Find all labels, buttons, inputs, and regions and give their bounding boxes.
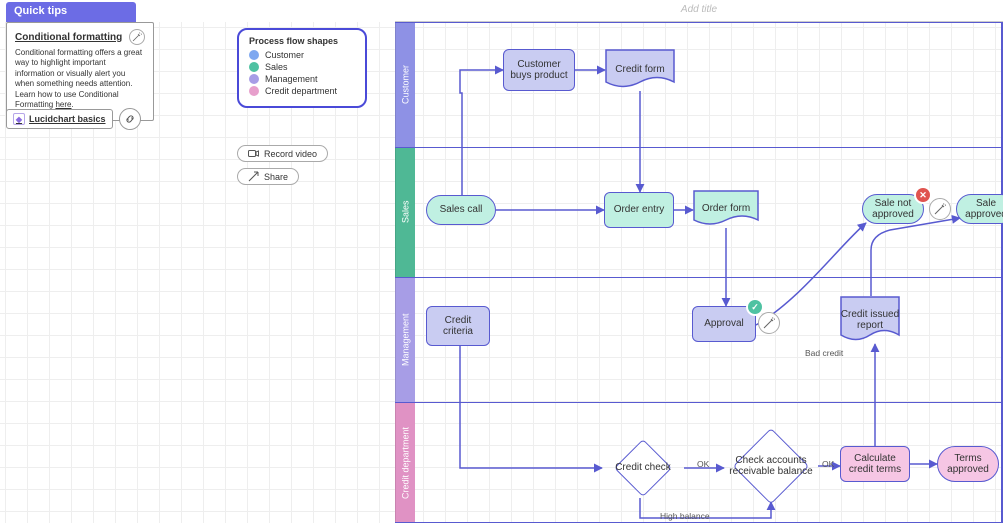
share-icon — [248, 171, 259, 182]
lane-sales[interactable]: Sales — [395, 147, 415, 277]
lane-management[interactable]: Management — [395, 277, 415, 402]
lane-customer[interactable]: Customer — [395, 22, 415, 147]
edge-label-ok: OK — [697, 459, 709, 469]
node-label: Credit check — [602, 439, 684, 497]
legend-swatch — [249, 50, 259, 60]
node-order-form[interactable]: Order form — [693, 190, 759, 228]
legend-label: Customer — [265, 50, 304, 60]
node-label: Credit form — [605, 49, 675, 91]
node-label: Credit issued report — [840, 296, 900, 344]
legend-swatch — [249, 74, 259, 84]
node-customer-buys[interactable]: Customer buys product — [503, 49, 575, 91]
quick-tips-panel: Conditional formatting Conditional forma… — [6, 22, 154, 121]
wand-icon[interactable] — [758, 312, 780, 334]
record-video-button[interactable]: Record video — [237, 145, 328, 162]
node-order-entry[interactable]: Order entry — [604, 192, 674, 228]
legend-label: Sales — [265, 62, 288, 72]
legend-row: Sales — [249, 62, 355, 72]
node-sale-not-approved[interactable]: Sale not approved — [862, 194, 924, 224]
legend-row: Customer — [249, 50, 355, 60]
node-calc-terms[interactable]: Calculate credit terms — [840, 446, 910, 482]
node-approval[interactable]: Approval — [692, 306, 756, 342]
legend-row: Management — [249, 74, 355, 84]
lucidchart-basics-chip[interactable]: ◆ Lucidchart basics — [6, 109, 113, 129]
legend-label: Management — [265, 74, 318, 84]
share-label: Share — [264, 172, 288, 182]
lane-credit[interactable]: Credit department — [395, 402, 415, 523]
swimlane-labels: Customer Sales Management Credit departm… — [395, 22, 415, 523]
wand-icon[interactable] — [929, 198, 951, 220]
edge-label-high-balance: High balance — [660, 511, 710, 521]
video-icon — [248, 148, 259, 159]
legend-title: Process flow shapes — [249, 36, 355, 46]
canvas-title-placeholder[interactable]: Add title — [395, 0, 1003, 22]
lane-separator — [395, 22, 1003, 23]
lane-separator — [395, 277, 1003, 278]
edge-label-ok: OK — [822, 459, 834, 469]
node-check-accounts[interactable]: Check accounts receivable balance — [724, 428, 818, 504]
quick-tips-header: Quick tips — [6, 2, 136, 22]
legend-row: Credit department — [249, 86, 355, 96]
link-icon[interactable] — [119, 108, 141, 130]
lucidchart-basics-label: Lucidchart basics — [29, 114, 106, 124]
quick-tips-body: Conditional formatting offers a great wa… — [15, 48, 142, 109]
node-label: Check accounts receivable balance — [724, 428, 818, 504]
node-credit-issued[interactable]: Credit issued report — [840, 296, 900, 344]
status-badge-error-icon: ✕ — [916, 188, 930, 202]
lucidchart-logo-icon: ◆ — [13, 113, 25, 125]
wand-icon[interactable] — [129, 29, 145, 45]
lane-separator — [395, 402, 1003, 403]
lane-separator — [395, 147, 1003, 148]
node-sale-approved[interactable]: Sale approved — [956, 194, 1003, 224]
node-credit-check[interactable]: Credit check — [602, 439, 684, 497]
quick-tips-title: Conditional formatting — [15, 31, 122, 44]
node-credit-criteria[interactable]: Credit criteria — [426, 306, 490, 346]
node-terms-approved[interactable]: Terms approved — [937, 446, 999, 482]
status-badge-ok-icon: ✓ — [748, 300, 762, 314]
legend-swatch — [249, 86, 259, 96]
edge-label-bad-credit: Bad credit — [805, 348, 843, 358]
share-button[interactable]: Share — [237, 168, 299, 185]
node-sales-call[interactable]: Sales call — [426, 195, 496, 225]
record-video-label: Record video — [264, 149, 317, 159]
node-credit-form[interactable]: Credit form — [605, 49, 675, 91]
legend-panel: Process flow shapes Customer Sales Manag… — [237, 28, 367, 108]
legend-label: Credit department — [265, 86, 337, 96]
node-label: Order form — [693, 190, 759, 228]
legend-swatch — [249, 62, 259, 72]
